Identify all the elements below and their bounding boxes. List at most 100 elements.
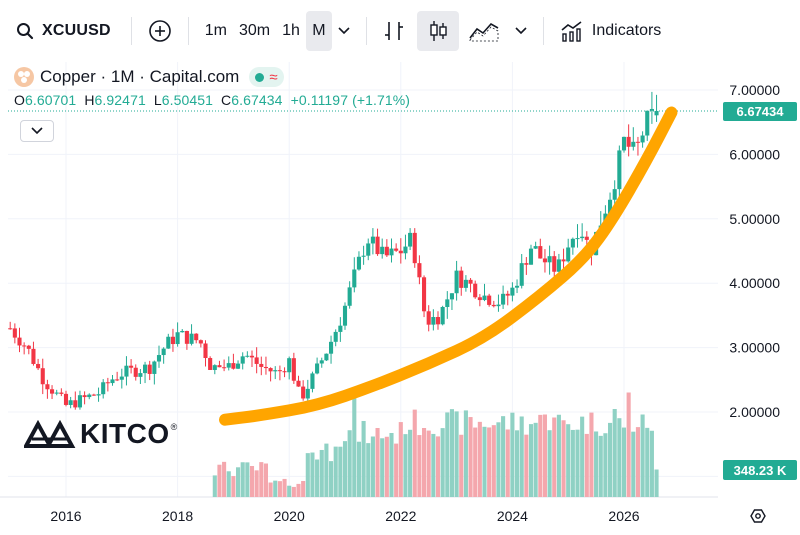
candle-body (180, 330, 185, 333)
volume-bar (370, 436, 375, 497)
candle-body (547, 256, 552, 263)
volume-bar (468, 417, 473, 497)
divider (542, 17, 544, 45)
price-tick-label: 4.00000 (729, 275, 780, 291)
candle-body (63, 393, 69, 405)
candle-body (54, 392, 59, 394)
indicators-button[interactable]: Indicators (554, 11, 667, 51)
candle-body (77, 395, 82, 408)
volume-bar (296, 483, 301, 497)
volume-bar (380, 438, 385, 497)
candle-body (426, 311, 431, 325)
bar-style-button[interactable] (377, 11, 411, 51)
timeframe-30m[interactable]: 30m (239, 22, 271, 39)
volume-bar (282, 478, 287, 497)
candle-body (635, 141, 640, 143)
timeframe-1h[interactable]: 1h (282, 22, 300, 39)
candle-body (73, 400, 78, 408)
volume-bar (319, 449, 324, 497)
volume-bar (649, 430, 654, 497)
settings-icon[interactable] (750, 509, 766, 523)
volume-bar (310, 452, 315, 497)
timeframe-monthly[interactable]: M (305, 11, 332, 51)
volume-bar (645, 427, 650, 497)
indicators-label: Indicators (591, 22, 662, 39)
volume-bar (431, 433, 436, 497)
volume-bar (333, 446, 338, 497)
time-axis[interactable]: 2016 2018 2020 2022 2024 2026 (50, 508, 639, 524)
volume-bar (277, 481, 282, 497)
candle-body (496, 304, 501, 307)
compare-button[interactable] (142, 11, 178, 51)
volume-bar (598, 435, 603, 497)
volume-bar (519, 416, 524, 497)
candle-body (510, 287, 515, 296)
candle-body (291, 358, 296, 381)
candle-body (194, 333, 199, 341)
candle-body (166, 336, 171, 349)
candle-body (152, 361, 157, 374)
candle-body (389, 248, 394, 256)
volume-bar (301, 480, 306, 497)
candle-body (22, 345, 27, 347)
volume-bar (626, 392, 631, 497)
volume-bar (347, 430, 352, 497)
candle-body (59, 392, 64, 394)
candle-body (403, 246, 408, 254)
candle-body (449, 293, 454, 300)
volume-bar (515, 430, 520, 497)
candle-body (87, 394, 92, 398)
candle-body (356, 256, 361, 270)
candle-body (226, 363, 231, 368)
chevron-down-icon (515, 27, 527, 35)
last-price-tag: 6.67434 (723, 102, 797, 121)
candle-body (254, 357, 259, 364)
change-value: +0.11197 (+1.71%) (290, 92, 411, 108)
ohlc-readout: O6.60701 H6.92471 L6.50451 C6.67434 +0.1… (14, 92, 411, 108)
candle-body (431, 317, 436, 325)
timeframe-dropdown[interactable] (332, 11, 356, 51)
candle-body (505, 293, 510, 296)
candle-body (175, 332, 180, 345)
candle-body (361, 255, 366, 257)
symbol-search[interactable]: XCUUSD (12, 11, 117, 51)
candle-body (82, 395, 87, 398)
candle-body (245, 355, 250, 357)
candle-body (459, 270, 464, 288)
timeframe-1m[interactable]: 1m (204, 22, 227, 39)
volume-bar (654, 469, 659, 497)
volume-bar (473, 427, 478, 497)
candle-body (575, 238, 580, 240)
area-style-button[interactable] (463, 11, 505, 51)
time-tick-label: 2020 (274, 508, 305, 524)
candles-button[interactable] (416, 11, 459, 51)
volume-bar (217, 464, 222, 497)
volume-bar (268, 482, 273, 497)
candle-body (621, 136, 627, 151)
candle-body (156, 355, 162, 362)
candle-body (138, 373, 143, 377)
candle-body (561, 259, 566, 262)
divider (365, 17, 367, 45)
volume-bar (226, 471, 231, 497)
price-axis[interactable]: 2.00000 3.00000 4.00000 5.00000 6.00000 7.000… (729, 82, 780, 420)
symbol-label: XCUUSD (42, 22, 111, 39)
search-icon (17, 23, 34, 40)
candle-body (333, 331, 338, 342)
candle-body (147, 364, 152, 374)
candle-body (398, 250, 403, 254)
candle-body (31, 348, 36, 364)
candle-body (36, 363, 41, 369)
candle-body (626, 136, 631, 147)
time-tick-label: 2018 (162, 508, 193, 524)
legend-collapse-button[interactable] (20, 120, 54, 142)
candle-body (96, 394, 101, 396)
market-status-badge[interactable]: ≈ (249, 67, 284, 87)
candle-body (394, 248, 399, 251)
chart-style-dropdown[interactable] (509, 11, 533, 51)
volume-bar (552, 417, 557, 497)
candle-body (580, 236, 585, 239)
legend-title: Copper · 1M · Capital.com (40, 67, 240, 86)
candle-body (338, 325, 343, 332)
